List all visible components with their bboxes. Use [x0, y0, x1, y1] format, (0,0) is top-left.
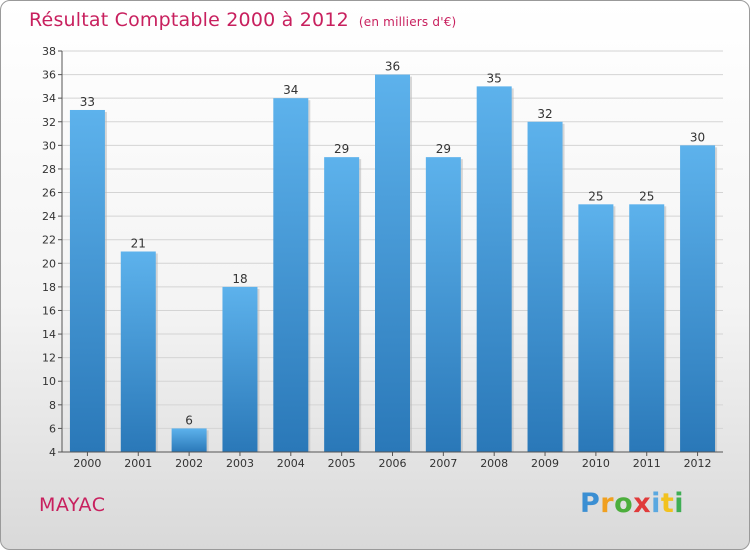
data-label: 36: [385, 60, 400, 74]
x-tick-label: 2008: [480, 457, 508, 470]
x-tick-label: 2005: [328, 457, 356, 470]
y-tick-label: 4: [49, 446, 56, 459]
bar: [527, 121, 563, 452]
data-label: 29: [334, 142, 349, 156]
x-tick-label: 2004: [277, 457, 305, 470]
bar: [120, 251, 156, 452]
logo-letter: P: [580, 488, 601, 519]
location-name: MAYAC: [39, 494, 106, 516]
y-tick-label: 24: [42, 210, 56, 223]
data-label: 34: [283, 83, 298, 97]
data-label: 32: [537, 107, 552, 121]
data-label: 21: [131, 237, 146, 251]
x-tick-label: 2011: [633, 457, 661, 470]
logo-letter: i: [651, 488, 661, 519]
x-tick-label: 2003: [226, 457, 254, 470]
bar: [273, 98, 309, 453]
x-tick-label: 2000: [73, 457, 101, 470]
proxiti-logo[interactable]: Proxiti: [580, 488, 684, 519]
x-tick-label: 2010: [582, 457, 610, 470]
y-tick-label: 26: [42, 187, 56, 200]
y-tick-label: 32: [42, 116, 56, 129]
data-label: 18: [232, 272, 247, 286]
y-tick-label: 18: [42, 281, 56, 294]
bar: [476, 86, 512, 452]
data-label: 35: [487, 71, 502, 85]
chart-subtitle: (en milliers d'€): [358, 15, 457, 29]
data-label: 25: [639, 189, 654, 203]
x-tick-label: 2007: [429, 457, 457, 470]
data-label: 30: [690, 130, 705, 144]
logo-letter: r: [600, 488, 615, 519]
y-tick-label: 16: [42, 304, 56, 317]
bar: [324, 157, 360, 452]
bar: [171, 428, 207, 452]
data-label: 25: [588, 189, 603, 203]
y-tick-label: 8: [49, 399, 56, 412]
logo-letter: x: [633, 488, 652, 519]
logo-letter: i: [674, 488, 685, 519]
axes: 4 6 8 10 12 14 16 18 20 22 24 26 28 30 32 34 36 38 2000 200…: [42, 45, 723, 470]
y-tick-label: 22: [42, 234, 56, 247]
data-label: 29: [436, 142, 451, 156]
bar: [69, 109, 105, 453]
x-tick-label: 2009: [531, 457, 559, 470]
y-tick-label: 36: [42, 69, 56, 82]
bar: [425, 157, 461, 452]
bar: [222, 286, 258, 452]
logo-letter: t: [660, 488, 675, 519]
y-tick-label: 6: [49, 422, 56, 435]
y-tick-label: 30: [42, 139, 56, 152]
chart-title: Résultat Comptable 2000 à 2012 (en millie…: [29, 9, 456, 31]
y-tick-label: 10: [42, 375, 56, 388]
y-tick-label: 12: [42, 352, 56, 365]
x-tick-label: 2006: [379, 457, 407, 470]
bar: [629, 204, 665, 452]
y-tick-label: 28: [42, 163, 56, 176]
bars: 33 21 6 18 34 29 36 29 35 32 25 25 30: [69, 60, 718, 453]
logo-letter: o: [614, 488, 634, 519]
bar: [578, 204, 614, 452]
bar: [680, 145, 716, 452]
x-tick-label: 2012: [684, 457, 712, 470]
y-tick-label: 14: [42, 328, 56, 341]
chart-title-text: Résultat Comptable 2000 à 2012: [29, 9, 349, 31]
data-label: 6: [185, 413, 193, 427]
y-tick-label: 34: [42, 92, 56, 105]
y-tick-label: 38: [42, 45, 56, 58]
bar: [375, 74, 410, 453]
x-tick-label: 2001: [124, 457, 152, 470]
data-label: 33: [80, 95, 95, 109]
x-tick-label: 2002: [175, 457, 203, 470]
y-tick-label: 20: [42, 257, 56, 270]
